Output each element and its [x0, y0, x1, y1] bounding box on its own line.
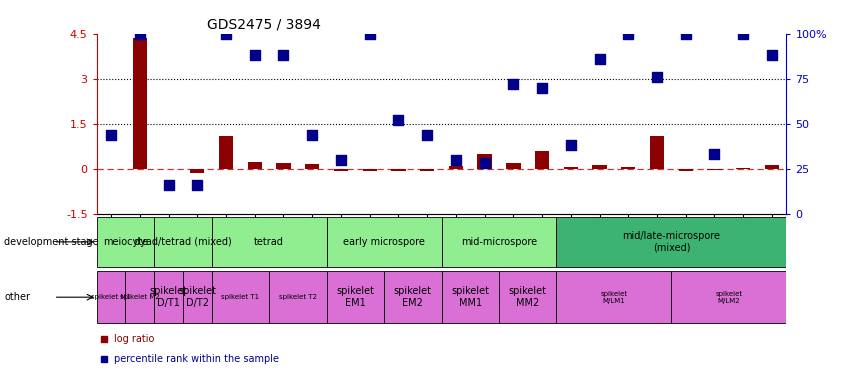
Bar: [277, 164, 291, 169]
Text: spikelet T1: spikelet T1: [221, 294, 259, 300]
Point: [593, 56, 606, 62]
Bar: [707, 169, 722, 170]
Bar: [764, 165, 779, 169]
Bar: [247, 162, 262, 169]
Point: [708, 152, 722, 157]
Text: meiocyte: meiocyte: [103, 237, 148, 247]
Bar: [736, 168, 750, 169]
Bar: [557, 271, 671, 323]
Bar: [154, 271, 183, 323]
Text: spikelet
MM2: spikelet MM2: [509, 286, 547, 308]
Text: spikelet
M/LM1: spikelet M/LM1: [600, 291, 627, 304]
Bar: [384, 271, 442, 323]
Bar: [420, 169, 434, 171]
Point: [305, 132, 319, 138]
Point: [449, 157, 463, 163]
Text: dyad/tetrad (mixed): dyad/tetrad (mixed): [134, 237, 232, 247]
Text: percentile rank within the sample: percentile rank within the sample: [114, 354, 279, 364]
Point: [765, 53, 779, 58]
Point: [133, 31, 146, 37]
Point: [191, 182, 204, 188]
Bar: [334, 169, 348, 171]
Text: spikelet
MM1: spikelet MM1: [452, 286, 489, 308]
Text: early microspore: early microspore: [343, 237, 425, 247]
Text: GDS2475 / 3894: GDS2475 / 3894: [207, 17, 321, 31]
Point: [248, 53, 262, 58]
Bar: [391, 169, 405, 171]
Text: spikelet
M/LM2: spikelet M/LM2: [716, 291, 743, 304]
Text: spikelet M1: spikelet M1: [91, 294, 131, 300]
Text: development stage: development stage: [4, 237, 99, 247]
Bar: [97, 217, 154, 267]
Text: spikelet T2: spikelet T2: [279, 294, 317, 300]
Bar: [212, 217, 326, 267]
Text: log ratio: log ratio: [114, 334, 155, 344]
Point: [104, 132, 118, 138]
Point: [650, 74, 664, 80]
Bar: [212, 271, 269, 323]
Bar: [97, 271, 125, 323]
Point: [478, 160, 491, 166]
Bar: [442, 217, 557, 267]
Text: mid-microspore: mid-microspore: [461, 237, 537, 247]
Text: other: other: [4, 292, 30, 302]
Text: spikelet
EM2: spikelet EM2: [394, 286, 431, 308]
Bar: [133, 38, 147, 169]
Bar: [442, 271, 499, 323]
Point: [506, 81, 520, 87]
Bar: [190, 169, 204, 172]
Bar: [326, 217, 442, 267]
Bar: [592, 165, 606, 169]
Bar: [478, 154, 492, 169]
Bar: [671, 271, 786, 323]
Bar: [326, 271, 384, 323]
Bar: [449, 166, 463, 169]
Point: [420, 132, 434, 138]
Point: [220, 31, 233, 37]
Point: [536, 85, 549, 91]
Point: [621, 31, 635, 37]
Bar: [154, 217, 212, 267]
Bar: [125, 271, 154, 323]
Text: spikelet M2: spikelet M2: [120, 294, 160, 300]
Bar: [305, 164, 320, 169]
Bar: [621, 166, 636, 169]
Point: [392, 117, 405, 123]
Text: tetrad: tetrad: [254, 237, 284, 247]
Bar: [219, 136, 233, 169]
Bar: [557, 217, 786, 267]
Bar: [535, 151, 549, 169]
Bar: [499, 271, 557, 323]
Point: [737, 31, 750, 37]
Point: [363, 31, 377, 37]
Bar: [679, 169, 693, 171]
Point: [161, 182, 175, 188]
Bar: [269, 271, 326, 323]
Bar: [362, 169, 377, 171]
Text: spikelet
D/T1: spikelet D/T1: [150, 286, 188, 308]
Bar: [650, 136, 664, 169]
Bar: [563, 166, 578, 169]
Point: [277, 53, 290, 58]
Bar: [506, 163, 521, 169]
Point: [679, 31, 692, 37]
Bar: [183, 271, 212, 323]
Text: spikelet
D/T2: spikelet D/T2: [178, 286, 216, 308]
Point: [564, 142, 578, 148]
Point: [334, 157, 347, 163]
Text: mid/late-microspore
(mixed): mid/late-microspore (mixed): [622, 231, 721, 253]
Text: spikelet
EM1: spikelet EM1: [336, 286, 374, 308]
